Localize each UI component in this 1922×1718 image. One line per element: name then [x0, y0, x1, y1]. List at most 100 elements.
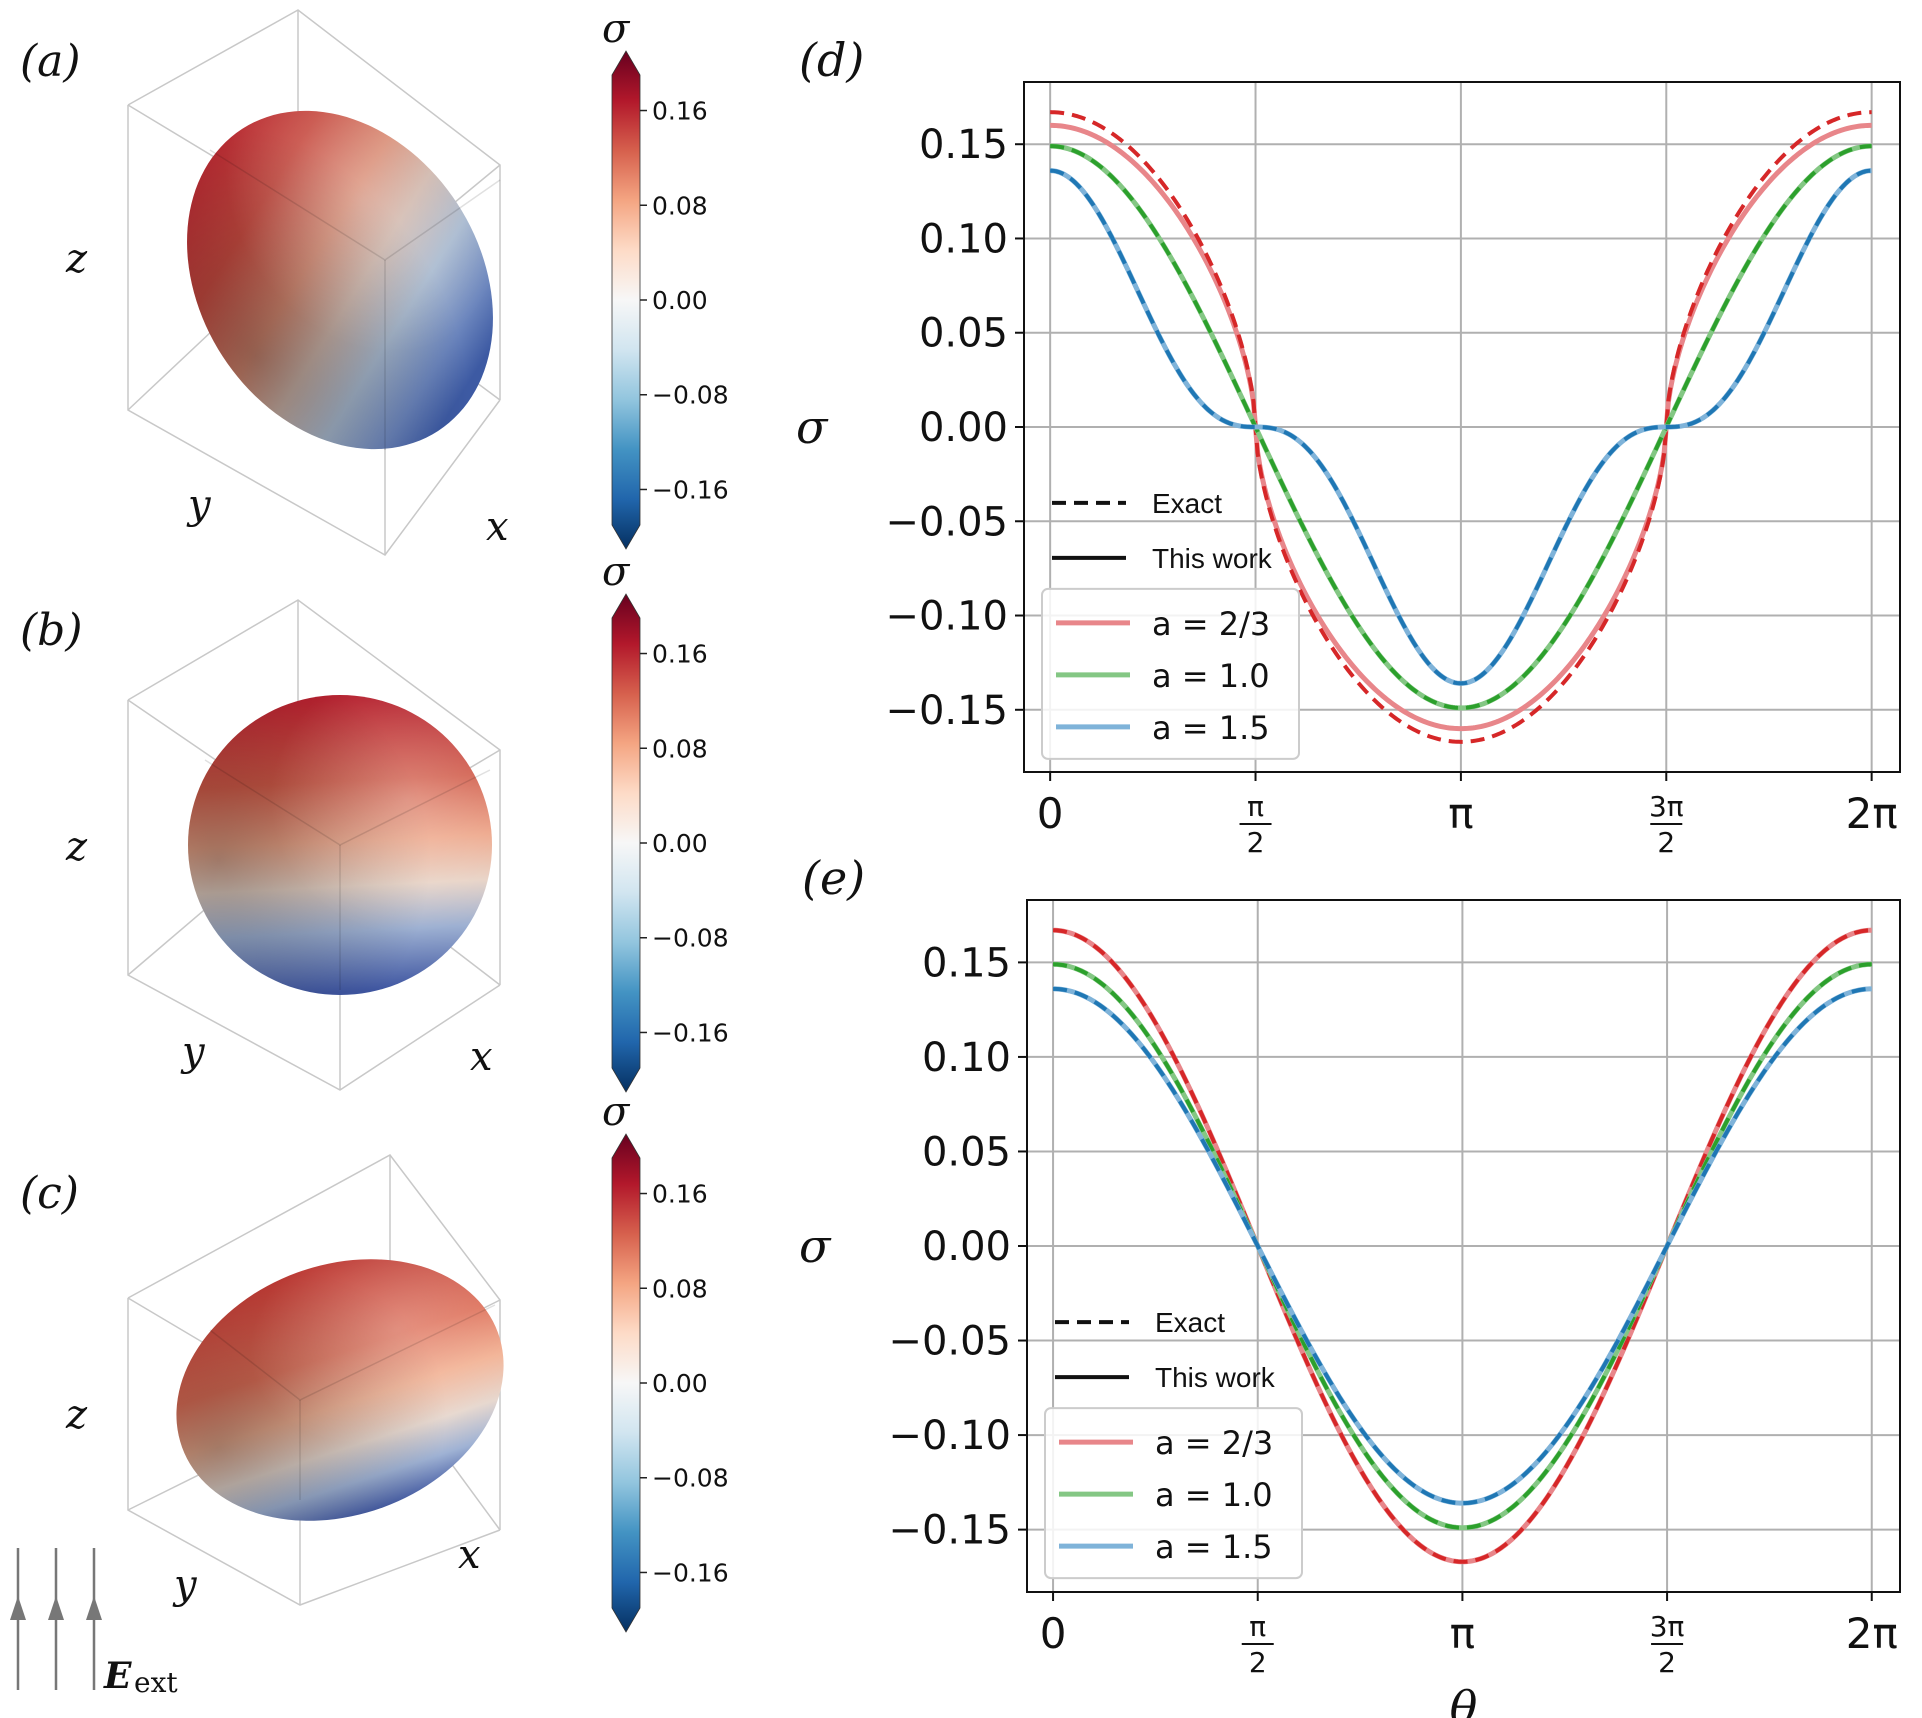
- panel-label: (d): [799, 33, 864, 87]
- style-legend: Exact This work: [1055, 1307, 1276, 1393]
- y-ticks: 0.15 0.10 0.05 0.00 −0.05 −0.10 −0.15: [885, 122, 1024, 734]
- x-tick-label: 0: [1040, 1609, 1067, 1658]
- panel-c-label: (c): [20, 1168, 79, 1219]
- style-legend-label: This work: [1152, 543, 1273, 574]
- legend-label: a = 1.0: [1155, 1476, 1273, 1514]
- x-tick-label: π: [1450, 1609, 1475, 1658]
- y-tick-label: −0.15: [885, 688, 1008, 734]
- line-exact-a10: [1050, 144, 1872, 710]
- y-tick-label: −0.05: [888, 1319, 1011, 1365]
- line-this-work-a23: [1050, 122, 1872, 732]
- y-tick-label: 0.15: [919, 122, 1008, 168]
- panel-a: (a) z y x: [20, 9, 509, 556]
- legend-label: a = 1.0: [1152, 657, 1270, 695]
- legend-label: a = 1.5: [1155, 1528, 1273, 1566]
- y-tick-label: 0.05: [922, 1129, 1011, 1175]
- colorbar-tick-label: 0.08: [652, 191, 708, 220]
- field-subscript: ext: [134, 1666, 178, 1699]
- panel-c: (c) z y x: [20, 1154, 504, 1608]
- colorbars: σ 0.16 0.08 0.00 −0.08 −0.16 σ 0.16 0.08 0.00 −0.0…: [602, 6, 729, 1633]
- colorbar-tick-label: 0.00: [652, 1369, 708, 1398]
- x-tick-label: π: [1448, 789, 1473, 838]
- line-exact-a23: [1050, 110, 1872, 744]
- x-tick-denominator: 2: [1247, 826, 1265, 859]
- panel-label: (e): [802, 851, 865, 905]
- x-tick-fraction: π2: [1241, 1610, 1274, 1679]
- style-legend-label: Exact: [1152, 488, 1222, 519]
- panel-b-z-label: z: [65, 824, 88, 870]
- colorbar-tick-label: 0.00: [652, 286, 708, 315]
- x-tick-numerator: π: [1247, 790, 1264, 823]
- series-lines: [1050, 110, 1872, 744]
- external-field-indicator: E ext: [10, 1548, 178, 1699]
- x-tick-numerator: π: [1249, 1610, 1266, 1643]
- panel-a-label: (a): [20, 36, 81, 87]
- panel-b-x-label: x: [470, 1034, 493, 1080]
- x-tick-denominator: 2: [1658, 1646, 1676, 1679]
- x-tick-numerator: 3π: [1649, 790, 1684, 823]
- y-tick-label: −0.10: [888, 1413, 1011, 1459]
- x-tick-fraction: π2: [1239, 790, 1272, 859]
- y-tick-label: 0.10: [922, 1035, 1011, 1081]
- colorbar-tick-label: 0.08: [652, 1274, 708, 1303]
- panel-a-z-label: z: [65, 236, 88, 282]
- colorbar-title: σ: [602, 6, 631, 52]
- colorbar-tick-label: 0.00: [652, 829, 708, 858]
- colorbar-title: σ: [602, 549, 631, 595]
- y-tick-label: 0.00: [919, 405, 1008, 451]
- y-tick-label: 0.00: [922, 1224, 1011, 1270]
- colorbar-tick-label: −0.08: [652, 1464, 729, 1493]
- colorbar-title: σ: [602, 1089, 631, 1135]
- colorbar-gradient: [611, 1133, 641, 1633]
- y-tick-label: 0.05: [919, 311, 1008, 357]
- y-axis-label: σ: [799, 1219, 832, 1273]
- colorbar-tick-label: −0.16: [652, 1018, 729, 1047]
- y-tick-label: 0.15: [922, 940, 1011, 986]
- y-tick-label: −0.05: [885, 499, 1008, 545]
- colorbar-tick-label: −0.16: [652, 1558, 729, 1587]
- panel-c-x-label: x: [458, 1532, 481, 1578]
- series-legend: a = 2/3 a = 1.0 a = 1.5: [1041, 587, 1300, 760]
- legend-box: [1044, 1407, 1303, 1580]
- colorbar-3: σ 0.16 0.08 0.00 −0.08 −0.16: [602, 1089, 729, 1633]
- colorbar-tick-label: 0.08: [652, 734, 708, 763]
- panel-c-spheroid: [176, 1259, 504, 1521]
- colorbar-tick-label: −0.08: [652, 381, 729, 410]
- style-legend-label: Exact: [1155, 1307, 1225, 1338]
- y-tick-label: −0.15: [888, 1508, 1011, 1554]
- series-lines: [1053, 927, 1872, 1565]
- x-tick-label: 0: [1037, 789, 1064, 838]
- y-tick-label: 0.10: [919, 216, 1008, 262]
- y-tick-label: −0.10: [885, 594, 1008, 640]
- x-tick-numerator: 3π: [1650, 1610, 1685, 1643]
- panel-a-spheroid: [187, 110, 501, 450]
- legend-box: [1041, 587, 1300, 760]
- colorbar-tick-label: −0.08: [652, 924, 729, 953]
- panel-c-y-label: y: [172, 1562, 198, 1608]
- panel-c-z-label: z: [65, 1392, 88, 1438]
- style-legend: Exact This work: [1052, 488, 1273, 574]
- colorbar-tick-label: 0.16: [652, 97, 708, 126]
- line-exact-a23: [1053, 928, 1872, 1564]
- colorbar-2: σ 0.16 0.08 0.00 −0.08 −0.16: [602, 549, 729, 1093]
- colorbar-tick-label: 0.16: [652, 1180, 708, 1209]
- x-tick-denominator: 2: [1249, 1646, 1267, 1679]
- style-legend-label: This work: [1155, 1362, 1276, 1393]
- x-tick-label: 2π: [1846, 1609, 1898, 1658]
- series-legend: a = 2/3 a = 1.0 a = 1.5: [1044, 1407, 1303, 1580]
- colorbar-tick-label: 0.16: [652, 640, 708, 669]
- chart-e: (e)0.150.100.050.00−0.05−0.10−0.150 π2π 3π…: [799, 851, 1901, 1718]
- panel-b-spheroid: [188, 695, 492, 995]
- chart-d: (d)0.150.100.050.00−0.05−0.10−0.150 π2π 3π…: [796, 33, 1901, 859]
- colorbar-gradient: [611, 50, 641, 550]
- colorbar-1: σ 0.16 0.08 0.00 −0.08 −0.16: [602, 6, 729, 550]
- line-exact-a15: [1050, 168, 1872, 686]
- line-exact-a15: [1053, 986, 1872, 1506]
- panel-b: (b) z y x: [20, 599, 501, 1091]
- panel-a-x-label: x: [486, 504, 509, 550]
- line-exact-a10: [1053, 962, 1872, 1530]
- colorbar-tick-label: −0.16: [652, 475, 729, 504]
